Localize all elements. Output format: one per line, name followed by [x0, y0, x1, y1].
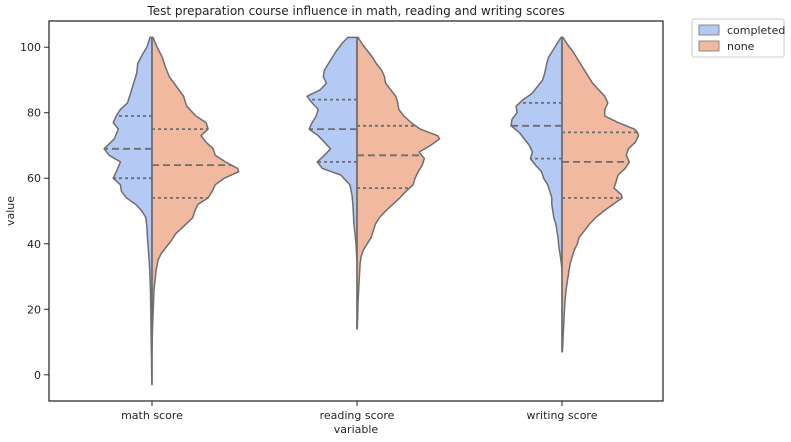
x-tick-label-reading-score: reading score	[320, 409, 395, 422]
y-tick-label-0: 0	[34, 369, 41, 382]
y-axis: 0 20 40 60 80 100	[20, 41, 49, 382]
y-tick-label-60: 60	[27, 172, 41, 185]
violin-none-writing-score	[561, 36, 640, 353]
y-tick-label-100: 100	[20, 41, 41, 54]
y-tick-label-20: 20	[27, 303, 41, 316]
violin-none-reading-score	[356, 36, 441, 330]
x-tick-label-writing-score: writing score	[527, 409, 598, 422]
violin-completed-writing-score	[510, 36, 563, 268]
legend-label-none: none	[727, 40, 755, 53]
y-axis-label: value	[4, 196, 17, 226]
legend-swatch-none	[698, 40, 720, 52]
violins-layer	[103, 36, 640, 386]
violin-completed-math-score	[103, 36, 153, 386]
violin-completed-reading-score	[306, 36, 358, 261]
x-axis: math score reading score writing score	[121, 401, 598, 422]
violin-none-math-score	[151, 36, 240, 350]
chart-title: Test preparation course influence in mat…	[146, 4, 564, 18]
legend-label-completed: completed	[727, 24, 785, 37]
legend: completed none	[691, 18, 785, 58]
plot-frame	[48, 20, 664, 402]
x-axis-label: variable	[334, 423, 379, 436]
y-tick-label-40: 40	[27, 238, 41, 251]
legend-swatch-completed	[698, 24, 720, 36]
x-tick-label-math-score: math score	[121, 409, 183, 422]
quartile-lines-layer	[104, 37, 638, 385]
y-tick-label-80: 80	[27, 107, 41, 120]
